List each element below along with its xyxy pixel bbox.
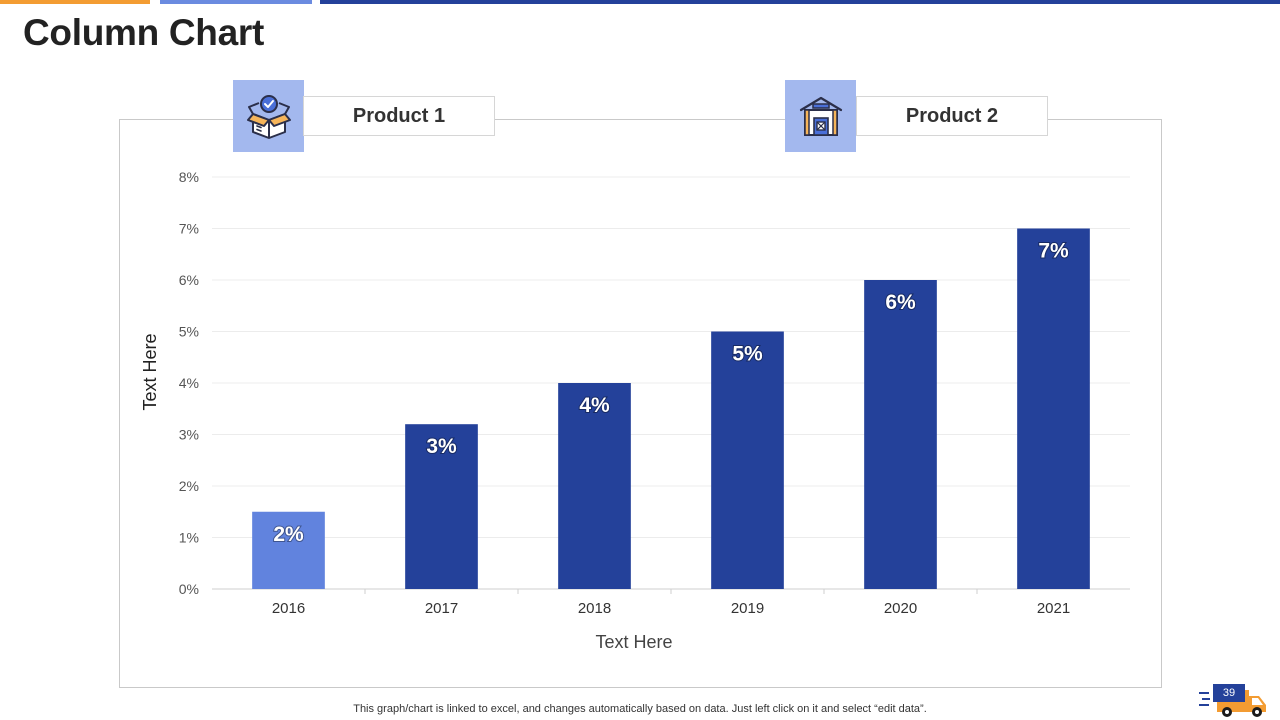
bar-2017 <box>405 424 478 589</box>
x-tick-label: 2017 <box>425 600 458 617</box>
data-label-2019: 5% <box>732 343 763 366</box>
x-tick-label: 2016 <box>272 600 305 617</box>
x-tick-label: 2019 <box>731 600 764 617</box>
bars <box>252 228 1090 589</box>
top-accent-bar-orange <box>0 0 150 4</box>
y-tick-label: 2% <box>179 478 199 494</box>
truck-icon <box>1199 690 1266 717</box>
footnote: This graph/chart is linked to excel, and… <box>353 703 927 715</box>
x-tick-label: 2020 <box>884 600 917 617</box>
y-axis-title: Text Here <box>140 333 160 410</box>
data-label-2016: 2% <box>273 523 304 546</box>
page-number-badge: 39 <box>1213 684 1245 702</box>
x-tick-label: 2018 <box>578 600 611 617</box>
top-accent-bar-light-blue <box>160 0 312 4</box>
product-1-label: Product 1 <box>303 96 495 136</box>
data-label-2017: 3% <box>426 435 457 458</box>
data-label-2018: 4% <box>579 394 610 417</box>
y-tick-label: 5% <box>179 324 199 340</box>
y-tick-label: 8% <box>179 169 199 185</box>
warehouse-icon <box>799 96 842 136</box>
y-tick-label: 0% <box>179 581 199 597</box>
y-tick-label: 4% <box>179 375 199 391</box>
data-label-2020: 6% <box>885 291 916 314</box>
bar-2018 <box>558 383 631 589</box>
product-1-icon-box <box>233 80 304 152</box>
page-title: Column Chart <box>23 12 265 53</box>
grid-lines <box>212 176 1130 590</box>
top-accent-bar-dark-blue <box>320 0 1280 4</box>
product-2-icon-box <box>785 80 856 152</box>
x-axis-title: Text Here <box>595 632 672 652</box>
data-labels: 2% 3% 4% 5% 6% 7% <box>272 239 1070 547</box>
bar-2016 <box>252 511 325 589</box>
y-tick-label: 6% <box>179 272 199 288</box>
data-label-2021: 7% <box>1038 240 1069 263</box>
y-tick-label: 7% <box>179 221 199 237</box>
bar-2020 <box>864 280 937 589</box>
axis-ticks: 0% 1% 2% 3% 4% 5% 6% 7% 8% 2016 2017 2018 2019 2020 20… <box>179 169 1070 617</box>
x-tick-label: 2021 <box>1037 600 1070 617</box>
open-box-check-icon <box>246 95 291 139</box>
bar-2019 <box>711 331 784 589</box>
bar-2021 <box>1017 228 1090 589</box>
product-2-label: Product 2 <box>856 96 1048 136</box>
chart-frame <box>119 119 1162 688</box>
y-tick-label: 3% <box>179 427 199 443</box>
y-tick-label: 1% <box>179 530 199 546</box>
